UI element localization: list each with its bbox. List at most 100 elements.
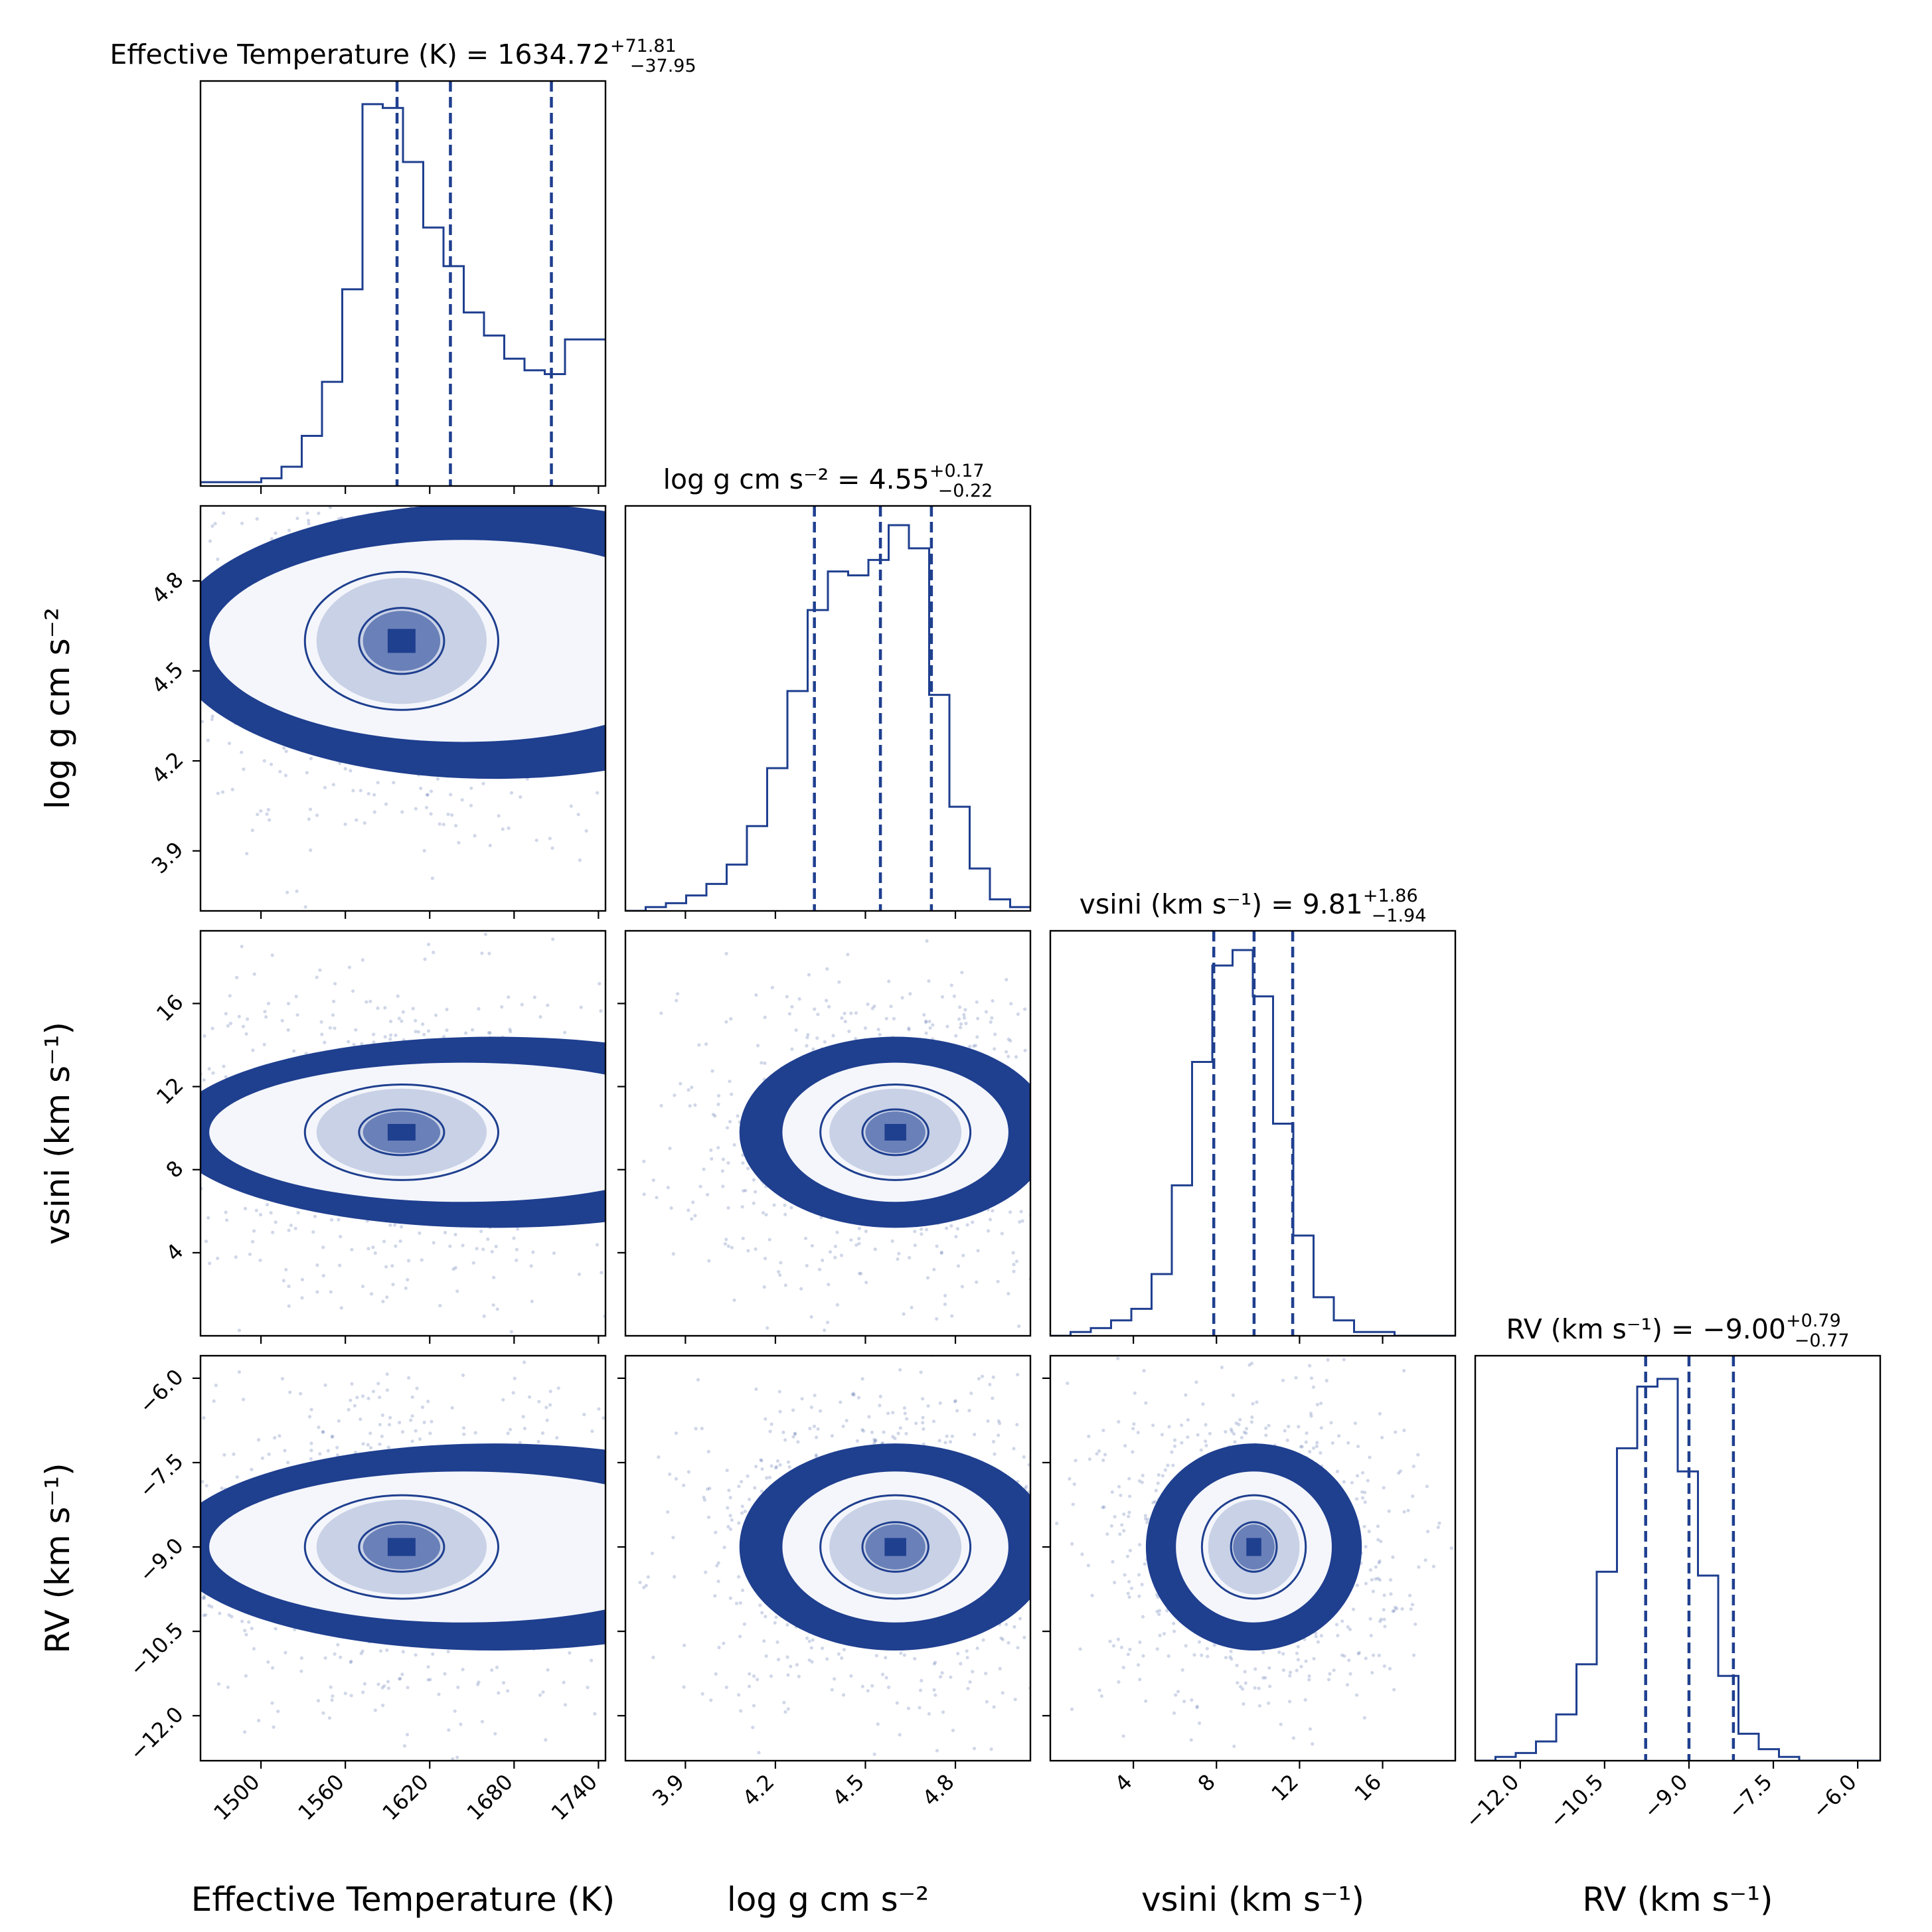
scatter-point	[335, 1453, 339, 1457]
scatter-point	[1023, 1048, 1027, 1052]
scatter-point	[359, 1330, 362, 1333]
scatter-point	[763, 1714, 766, 1718]
scatter-point	[1103, 1485, 1107, 1488]
scatter-point	[419, 786, 423, 790]
scatter-point	[713, 1594, 717, 1598]
scatter-point	[617, 532, 621, 535]
scatter-point	[607, 1645, 611, 1649]
scatter-point	[611, 1542, 615, 1546]
scatter-point	[96, 1546, 100, 1549]
scatter-point	[913, 1230, 917, 1234]
scatter-point	[1054, 1169, 1057, 1172]
scatter-point	[1158, 1633, 1162, 1637]
scatter-point	[649, 1635, 652, 1639]
scatter-point	[773, 1621, 777, 1625]
scatter-point	[827, 1283, 831, 1287]
scatter-point	[512, 1236, 516, 1240]
scatter-point	[1379, 1540, 1383, 1544]
scatter-point	[488, 1031, 492, 1035]
scatter-point	[706, 1449, 710, 1454]
scatter-point	[713, 1114, 717, 1118]
scatter-point	[185, 1430, 189, 1433]
contour-0	[207, 1060, 605, 1204]
scatter-point	[368, 1772, 371, 1775]
scatter-point	[193, 609, 197, 612]
scatter-point	[716, 1561, 720, 1565]
scatter-point	[969, 1342, 972, 1346]
scatter-point	[397, 501, 400, 504]
scatter-point	[1128, 1548, 1132, 1553]
scatter-point	[778, 1273, 782, 1277]
scatter-point	[110, 755, 113, 758]
panel-frame	[199, 1354, 607, 1762]
scatter-point	[612, 1522, 615, 1526]
scatter-point	[50, 1452, 54, 1455]
scatter-point	[1058, 1534, 1061, 1537]
scatter-point	[1040, 1510, 1043, 1513]
scatter-point	[204, 1240, 208, 1244]
scatter-point	[181, 1510, 185, 1514]
scatter-point	[728, 1080, 732, 1084]
scatter-point	[691, 636, 694, 639]
scatter-point	[488, 843, 492, 848]
scatter-point	[827, 1348, 830, 1352]
scatter-point	[313, 1214, 317, 1218]
scatter-point	[172, 602, 175, 605]
scatter-point	[311, 1230, 315, 1234]
scatter-point	[734, 1601, 739, 1605]
scatter-point	[330, 1698, 334, 1702]
scatter-point	[471, 1028, 475, 1032]
scatter-point	[617, 1129, 620, 1133]
scatter-point	[348, 476, 351, 479]
scatter-point	[645, 1089, 648, 1093]
scatter-point	[643, 719, 646, 722]
scatter-point	[523, 1360, 526, 1364]
scatter-point	[147, 1133, 151, 1137]
scatter-point	[987, 1229, 991, 1233]
scatter-point	[940, 1671, 944, 1675]
scatter-point	[210, 714, 214, 718]
scatter-point	[1074, 1176, 1077, 1179]
scatter-point	[590, 387, 594, 390]
scatter-point	[482, 1314, 486, 1319]
scatter-point	[319, 1020, 323, 1024]
scatter-point	[620, 1672, 623, 1675]
scatter-point	[651, 1655, 655, 1659]
scatter-point	[795, 1662, 799, 1667]
scatter-point	[1402, 1510, 1406, 1514]
scatter-point	[1068, 1091, 1072, 1095]
scatter-point	[863, 1026, 867, 1030]
scatter-point	[1146, 1747, 1149, 1751]
scatter-point	[926, 1404, 930, 1408]
scatter-point	[976, 1016, 980, 1020]
scatter-point	[1017, 1324, 1021, 1328]
scatter-point	[1040, 965, 1044, 969]
scatter-point	[457, 841, 461, 845]
scatter-point	[1335, 1469, 1340, 1473]
scatter-point	[721, 1184, 725, 1188]
scatter-point	[629, 1609, 633, 1613]
scatter-point	[1230, 1657, 1234, 1661]
scatter-point	[244, 1032, 248, 1036]
scatter-point	[522, 1797, 525, 1800]
scatter-point	[274, 1220, 278, 1224]
scatter-point	[738, 1601, 742, 1605]
scatter-point	[1114, 1591, 1117, 1594]
scatter-point	[1036, 1682, 1039, 1686]
scatter-point	[1156, 1481, 1160, 1485]
scatter-point	[316, 1699, 321, 1703]
scatter-point	[337, 491, 340, 495]
scatter-point	[903, 1411, 907, 1415]
scatter-point	[1031, 1642, 1034, 1645]
scatter-point	[811, 1638, 815, 1642]
scatter-point	[1080, 1631, 1083, 1634]
scatter-point	[919, 1688, 923, 1692]
scatter-point	[998, 1666, 1002, 1670]
scatter-point	[548, 837, 552, 841]
scatter-point	[1149, 1087, 1152, 1090]
scatter-point	[507, 995, 511, 999]
scatter-point	[305, 440, 308, 443]
scatter-point	[278, 444, 282, 447]
scatter-point	[860, 1427, 864, 1432]
scatter-point	[1242, 1430, 1246, 1434]
